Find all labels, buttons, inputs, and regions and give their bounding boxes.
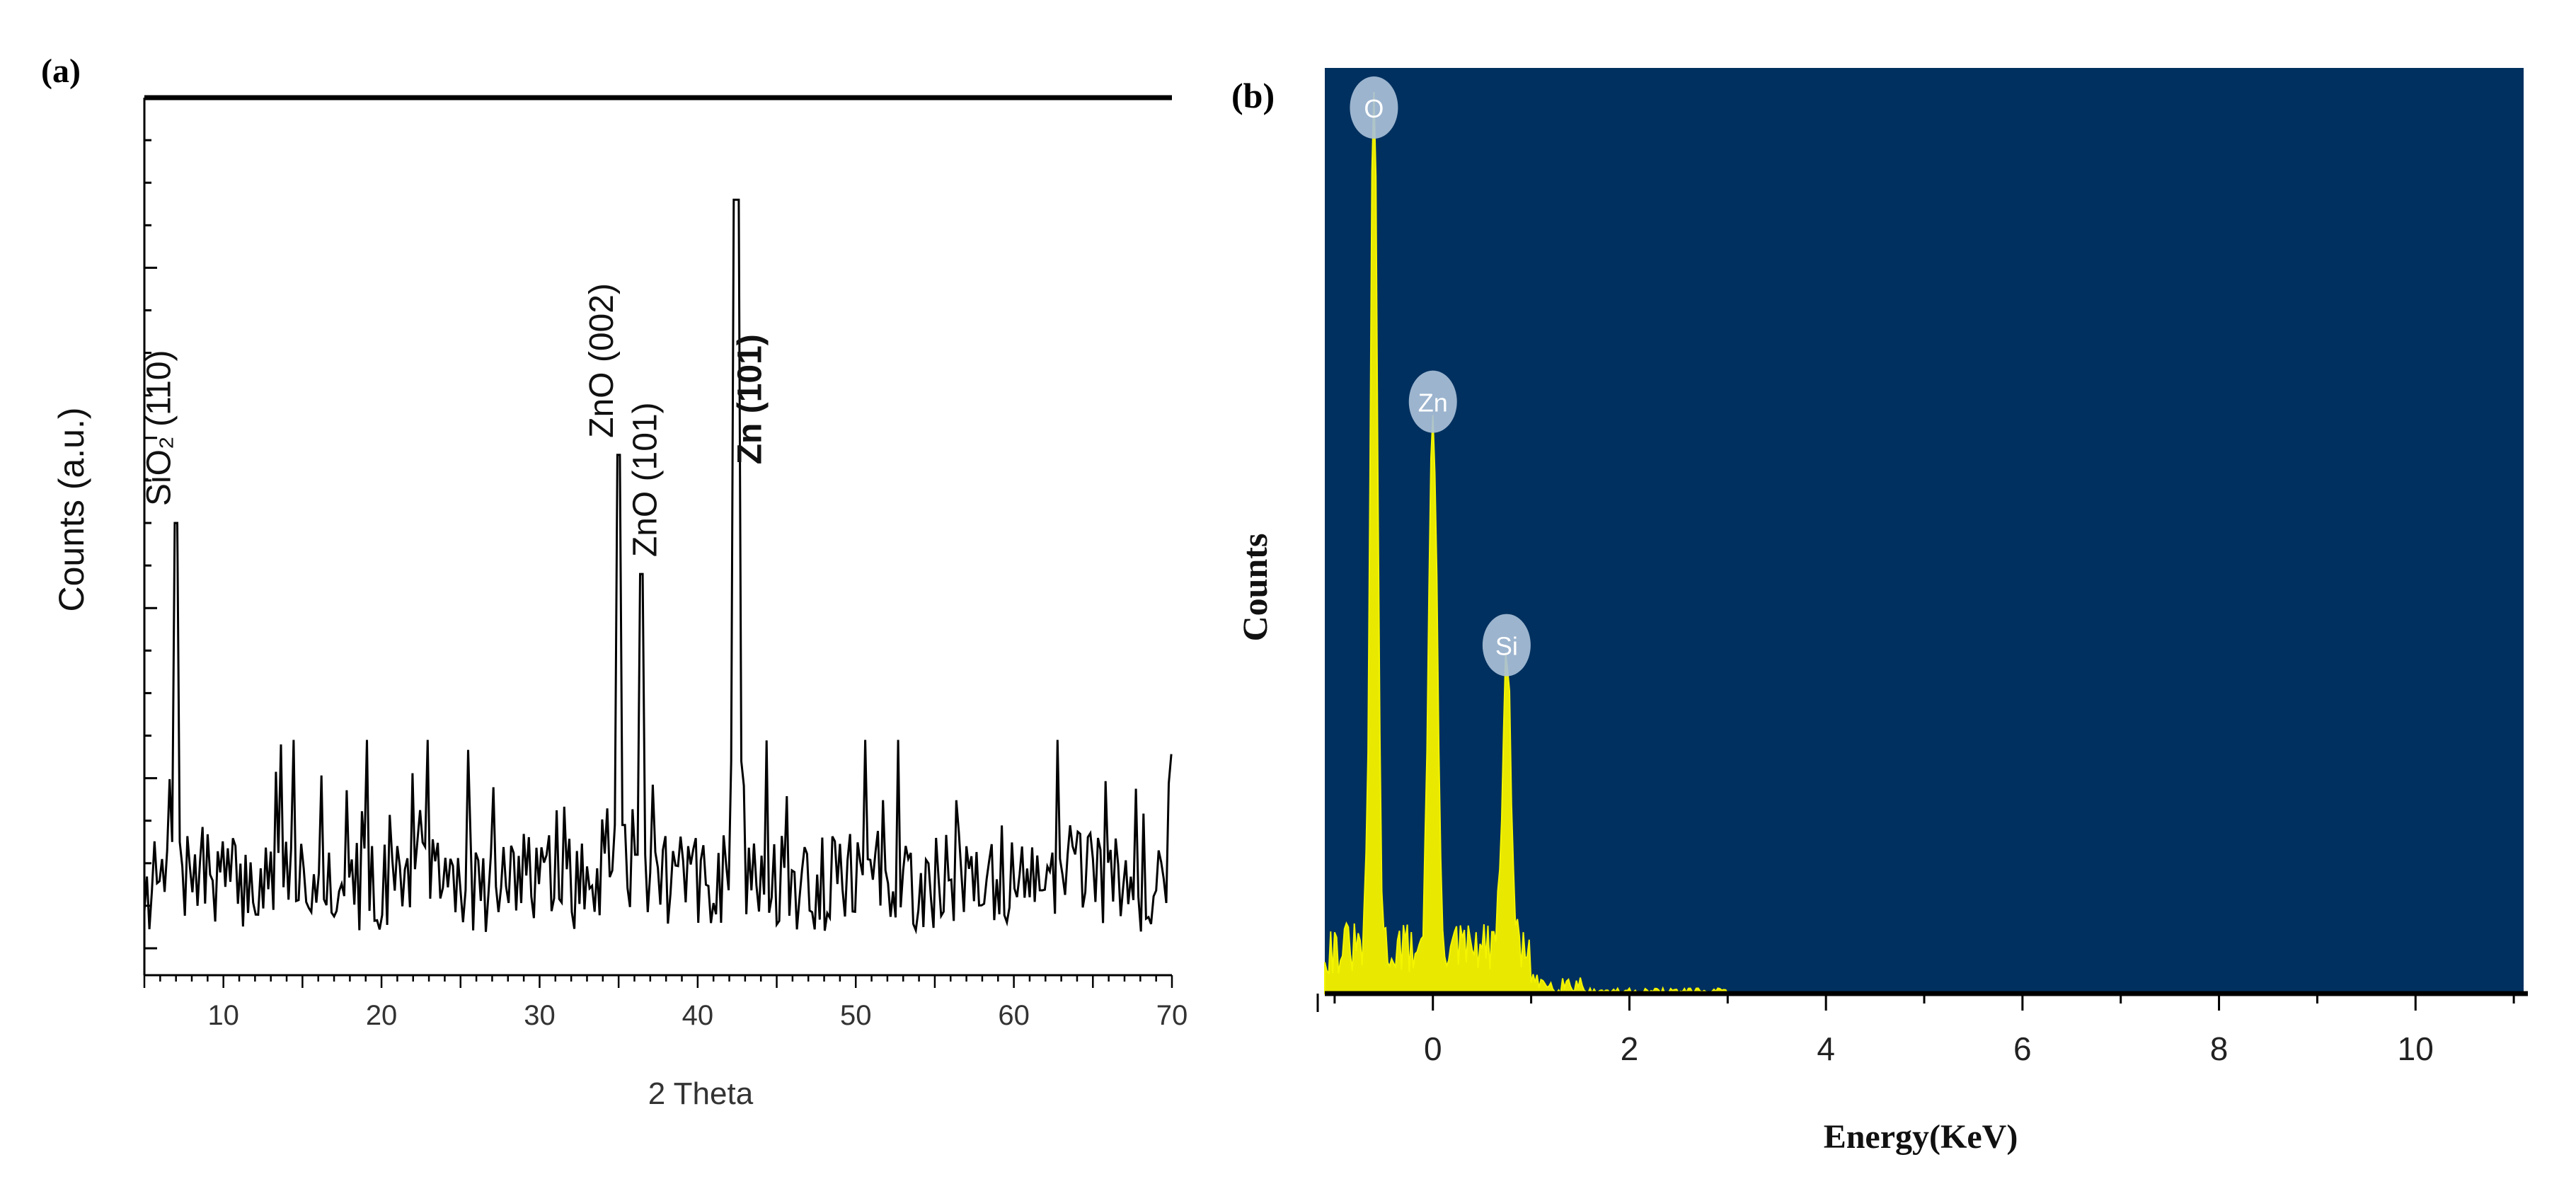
panel-b-x-tick-labels: 0 2 4 6 8 10 [1424, 1030, 2434, 1067]
panel-b-x-tick-label: 4 [1817, 1030, 1835, 1067]
panel-a-plot-area [144, 98, 1172, 962]
panel-a-x-tick-label: 60 [998, 1000, 1030, 1031]
panel-b-y-axis-label: Counts [1235, 534, 1275, 642]
panel-a-x-tick-label: 50 [840, 1000, 872, 1031]
panel-b-x-tick-label: 0 [1424, 1030, 1442, 1067]
panel-b-x-tick-label: 6 [2013, 1030, 2032, 1067]
panel-b-peak-badge [1408, 370, 1457, 433]
panel-a-x-tick-label: 40 [682, 1000, 714, 1031]
panel-b-peak-label: O [1364, 94, 1384, 123]
panel-b-peak-badge [1350, 76, 1398, 139]
panel-b-eds-chart: (b) O Zn Si 0 2 4 6 8 10 Energy(KeV) Counts [1231, 68, 2528, 1156]
panel-b-plot-background [1325, 68, 2524, 994]
panel-a-peak-label: ZnO (101) [626, 402, 664, 557]
panel-a-x-axis-label: 2 Theta [648, 1076, 754, 1111]
panel-b-peak-markers: O Zn Si [1350, 76, 1531, 677]
panel-b-peak-label: Zn [1418, 389, 1448, 418]
panel-a-peak-labels: SiO₂ (110) ZnO (002)ZnO (101) Zn (101) [141, 283, 769, 557]
panel-a-x-tick-label: 20 [366, 1000, 398, 1031]
panel-a-xrd-trace [143, 198, 1173, 935]
panel-a-peak-label: SiO₂ (110) [141, 350, 178, 506]
panel-b-spectrum-fill [1324, 91, 1729, 996]
panel-a-x-ticks [143, 975, 1173, 988]
panel-a-x-tick-label: 30 [524, 1000, 556, 1031]
panel-b-x-axis-label: Energy(KeV) [1824, 1118, 2018, 1156]
panel-b-x-tick-label: 8 [2210, 1030, 2229, 1067]
panel-a-peak-label: ZnO (002) [583, 283, 621, 438]
panel-b-peak-label: Si [1495, 632, 1518, 661]
panel-b-x-tick-label: 10 [2398, 1030, 2434, 1067]
panel-b-label: (b) [1231, 76, 1275, 115]
panel-b-x-ticks [1333, 994, 2515, 1011]
panel-a-label: (a) [41, 52, 81, 90]
panel-a-x-tick-labels: 10 20 30 40 50 60 70 [207, 1000, 1188, 1031]
panel-b-peak-badge [1482, 614, 1531, 677]
panel-a-x-tick-label: 70 [1156, 1000, 1188, 1031]
panel-a-x-tick-label: 10 [207, 1000, 239, 1031]
panel-a-xrd-chart: (a) 10 20 30 40 50 60 70 SiO₂ (110) ZnO (002)Zn… [41, 52, 1188, 1111]
panel-a-peak-label: Zn (101) [731, 334, 769, 464]
panel-b-x-tick-label: 2 [1621, 1030, 1639, 1067]
panel-a-y-axis-label: Counts (a.u.) [52, 407, 91, 611]
